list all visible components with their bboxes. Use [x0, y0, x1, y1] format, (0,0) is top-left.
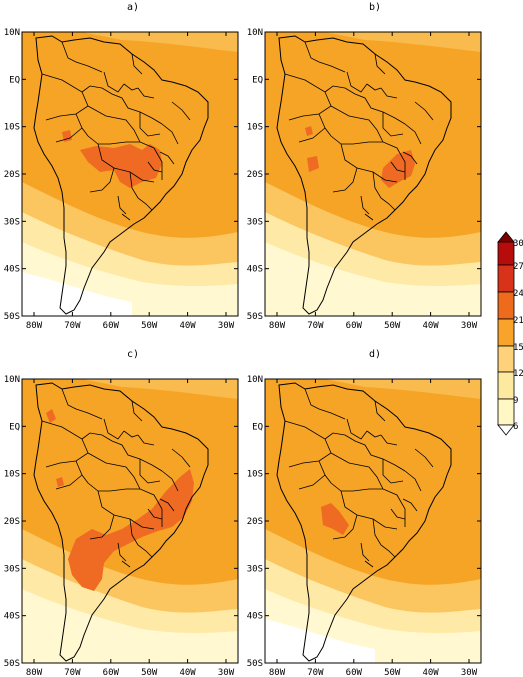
lat-tick-label: EQ: [252, 75, 263, 85]
colorbar-label: 9: [513, 396, 518, 406]
lat-tick-label: EQ: [9, 75, 20, 85]
lon-tick-label: 60W: [103, 668, 120, 677]
lat-tick-label: 10S: [247, 123, 263, 133]
colorbar-seg-21-24: [498, 292, 514, 319]
lat-tick-label: 10S: [4, 470, 20, 480]
lat-tick-label: 40S: [247, 612, 263, 622]
lon-tick-label: 30W: [461, 321, 478, 331]
colorbar-label: 21: [513, 316, 523, 326]
lon-tick-label: 80W: [269, 321, 286, 331]
colorbar-seg-6-9: [498, 399, 514, 425]
lat-tick-label: 10N: [4, 28, 20, 38]
lat-tick-label: EQ: [252, 422, 263, 432]
map-panel-c: 10N EQ 10S 20S 30S 40S 50S 80W 70W 60W 50W 40W 30W: [4, 375, 238, 677]
lat-tick-label: 30S: [247, 217, 263, 227]
lon-tick-label: 80W: [269, 668, 286, 677]
lat-tick-label: 10N: [4, 375, 20, 385]
lon-tick-label: 40W: [179, 668, 196, 677]
colorbar-seg-12-15: [498, 346, 514, 372]
lat-tick-label: 40S: [4, 265, 20, 275]
lon-tick-label: 60W: [346, 321, 363, 331]
lat-tick-label: 40S: [247, 265, 263, 275]
lon-tick-label: 50W: [384, 668, 401, 677]
colorbar-label: 12: [513, 369, 523, 379]
colorbar-label: 27: [513, 262, 523, 272]
lat-tick-label: 10N: [247, 28, 263, 38]
lon-tick-label: 70W: [307, 321, 324, 331]
lon-tick-label: 40W: [179, 321, 196, 331]
map-panel-d: 10N EQ 10S 20S 30S 40S 50S 80W 70W 60W 50W 40W 30W: [247, 375, 481, 677]
lon-tick-label: 40W: [422, 321, 439, 331]
colorbar-bottom-arrow: [498, 425, 514, 435]
lon-tick-label: 50W: [141, 321, 158, 331]
colorbar: 30 27 24 21 15 12 9 6: [498, 232, 523, 435]
lat-tick-label: 20S: [247, 517, 263, 527]
lon-tick-label: 80W: [26, 321, 43, 331]
colorbar-label: 6: [513, 422, 518, 432]
colorbar-seg-15-21: [498, 319, 514, 346]
lat-tick-label: 50S: [4, 659, 20, 669]
lat-tick-label: 30S: [4, 564, 20, 574]
lon-tick-label: 60W: [103, 321, 120, 331]
lon-tick-label: 70W: [307, 668, 324, 677]
lat-tick-label: EQ: [9, 422, 20, 432]
colorbar-label: 15: [513, 343, 523, 353]
lon-tick-label: 70W: [64, 321, 81, 331]
map-panel-a: 10N EQ 10S 20S 30S 40S 50S 80W 70W 60W 50W 40W 30W: [4, 28, 238, 331]
lon-tick-label: 60W: [346, 668, 363, 677]
colorbar-label: 30: [513, 239, 523, 249]
lon-tick-label: 80W: [26, 668, 43, 677]
lon-tick-label: 70W: [64, 668, 81, 677]
lat-tick-label: 30S: [247, 564, 263, 574]
lat-tick-label: 10N: [247, 375, 263, 385]
colorbar-label: 24: [513, 289, 523, 299]
lat-tick-label: 50S: [247, 312, 263, 322]
colorbar-seg-24-27: [498, 265, 514, 292]
lat-tick-label: 40S: [4, 612, 20, 622]
colorbar-seg-27-30: [498, 242, 514, 265]
lon-tick-label: 30W: [218, 321, 235, 331]
lat-tick-label: 50S: [4, 312, 20, 322]
lat-tick-label: 10S: [247, 470, 263, 480]
lat-tick-label: 20S: [4, 170, 20, 180]
lat-tick-label: 30S: [4, 217, 20, 227]
lon-tick-label: 50W: [384, 321, 401, 331]
lon-tick-label: 40W: [422, 668, 439, 677]
lat-tick-label: 50S: [247, 659, 263, 669]
lat-tick-label: 20S: [4, 517, 20, 527]
lon-tick-label: 30W: [218, 668, 235, 677]
lon-tick-label: 30W: [461, 668, 478, 677]
lon-tick-label: 50W: [141, 668, 158, 677]
lat-tick-label: 20S: [247, 170, 263, 180]
map-panel-b: 10N EQ 10S 20S 30S 40S 50S 80W 70W 60W 50W 40W 30W: [247, 28, 481, 331]
lat-tick-label: 10S: [4, 123, 20, 133]
colorbar-top-arrow: [498, 232, 514, 242]
colorbar-seg-9-12: [498, 372, 514, 399]
